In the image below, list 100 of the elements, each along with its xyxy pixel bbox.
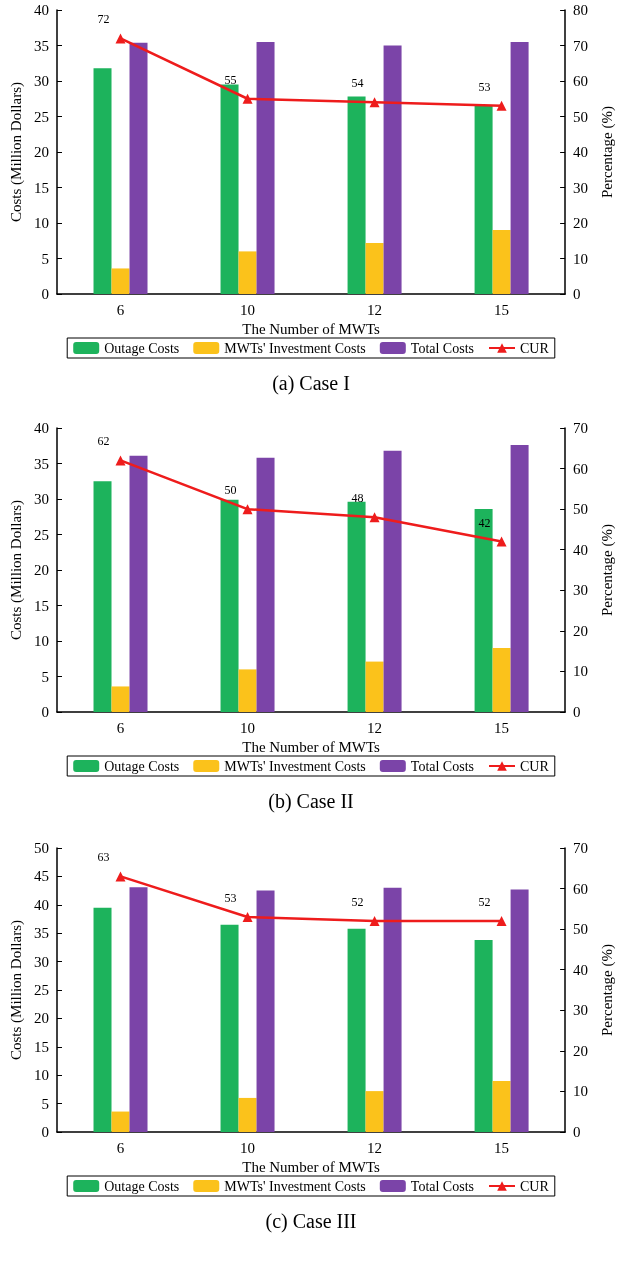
point — [115, 455, 126, 466]
bar — [93, 68, 112, 294]
legend-label: Outage Costs — [104, 758, 180, 774]
y-axis-title: Costs (Million Dollars) — [7, 499, 25, 641]
bar — [347, 501, 366, 712]
y-tick-label: 35 — [34, 925, 49, 942]
data-label: 52 — [351, 895, 364, 910]
bar — [365, 1091, 384, 1132]
y2-tick-label: 30 — [573, 1002, 589, 1019]
y2-tick-label: 60 — [573, 880, 589, 897]
y-tick-label: 10 — [34, 1067, 49, 1084]
legend-label: Outage Costs — [104, 340, 180, 356]
data-label: 48 — [351, 491, 364, 506]
legend-label: Total Costs — [410, 340, 475, 356]
legend-label: CUR — [520, 758, 550, 774]
y2-tick-label: 50 — [573, 921, 589, 938]
x-axis-title: The Number of MWTs — [242, 739, 381, 756]
y-tick-label: 20 — [34, 144, 49, 160]
y2-tick-label: 0 — [573, 1124, 581, 1140]
x-axis-title: The Number of MWTs — [242, 1159, 381, 1176]
y-tick-label: 25 — [34, 108, 49, 125]
y-tick-label: 15 — [34, 597, 49, 614]
bar — [93, 907, 112, 1132]
bar — [93, 481, 112, 712]
legend-label: MWTs' Investment Costs — [224, 340, 366, 356]
y-tick-label: 25 — [34, 982, 49, 998]
y2-tick-label: 10 — [573, 663, 589, 680]
y2-tick-label: 20 — [573, 215, 589, 231]
bar — [383, 450, 402, 712]
y-tick-label: 35 — [34, 37, 49, 54]
bar — [256, 890, 275, 1132]
y2-tick-label: 20 — [573, 622, 589, 639]
point — [496, 100, 507, 111]
bar — [492, 648, 511, 712]
y-tick-label: 5 — [41, 1095, 49, 1112]
data-label: 55 — [224, 72, 237, 87]
y2-tick-label: 10 — [573, 250, 589, 267]
y-axis-title: Costs (Million Dollars) — [7, 81, 25, 223]
bar — [129, 42, 148, 294]
y2-axis-title: Percentage (%) — [598, 523, 616, 617]
bar — [238, 251, 257, 294]
bar — [129, 455, 148, 712]
point — [369, 916, 380, 927]
data-label: 42 — [478, 515, 491, 530]
data-label: 52 — [478, 895, 491, 910]
bar — [510, 889, 529, 1132]
y2-tick-label: 40 — [573, 144, 589, 160]
y-tick-label: 40 — [34, 420, 49, 436]
y2-axis-title: Percentage (%) — [598, 943, 616, 1037]
y-tick-label: 30 — [34, 953, 49, 970]
data-label: 53 — [224, 890, 237, 905]
bar — [347, 928, 366, 1132]
bar — [365, 661, 384, 712]
y2-tick-label: 60 — [573, 460, 589, 477]
bar — [492, 230, 511, 294]
y2-tick-label: 70 — [573, 37, 589, 54]
y-tick-label: 15 — [34, 179, 49, 196]
y2-tick-label: 70 — [573, 840, 589, 856]
x-tick-label: 15 — [494, 719, 510, 736]
x-axis-title: The Number of MWTs — [242, 321, 381, 338]
y-tick-label: 10 — [34, 633, 49, 649]
legend-label: CUR — [520, 1178, 550, 1194]
bar — [111, 1111, 130, 1132]
x-tick-label: 10 — [240, 1139, 256, 1156]
bar — [220, 499, 239, 712]
y2-tick-label: 10 — [573, 1083, 589, 1100]
y-tick-label: 0 — [41, 1124, 49, 1140]
data-label: 50 — [224, 483, 237, 498]
y-tick-label: 35 — [34, 455, 49, 472]
y2-tick-label: 70 — [573, 420, 589, 436]
bar — [256, 457, 275, 712]
y2-tick-label: 50 — [573, 108, 589, 125]
y-tick-label: 5 — [41, 668, 49, 685]
y2-tick-label: 30 — [573, 582, 589, 599]
point — [115, 871, 126, 882]
bar — [347, 96, 366, 294]
bar — [510, 445, 529, 712]
data-label: 63 — [97, 850, 110, 865]
point — [242, 93, 253, 104]
x-tick-label: 10 — [240, 301, 256, 318]
data-label: 72 — [97, 12, 110, 27]
legend-label: Total Costs — [410, 758, 475, 774]
x-tick-label: 12 — [367, 301, 383, 318]
y2-tick-label: 40 — [573, 961, 589, 978]
bar — [111, 686, 130, 712]
y2-axis-title: Percentage (%) — [598, 105, 616, 199]
data-label: 62 — [97, 434, 110, 449]
point — [369, 97, 380, 108]
y2-tick-label: 30 — [573, 179, 589, 196]
y-tick-label: 15 — [34, 1038, 49, 1055]
point — [496, 536, 507, 547]
y2-tick-label: 80 — [573, 2, 589, 18]
x-tick-label: 15 — [494, 1139, 510, 1156]
y-tick-label: 50 — [34, 840, 49, 856]
y-tick-label: 40 — [34, 2, 49, 18]
x-tick-label: 6 — [116, 1139, 125, 1156]
data-label: 54 — [351, 76, 364, 91]
y2-tick-label: 0 — [573, 286, 581, 302]
y2-tick-label: 60 — [573, 73, 589, 89]
y-tick-label: 20 — [34, 1010, 49, 1027]
